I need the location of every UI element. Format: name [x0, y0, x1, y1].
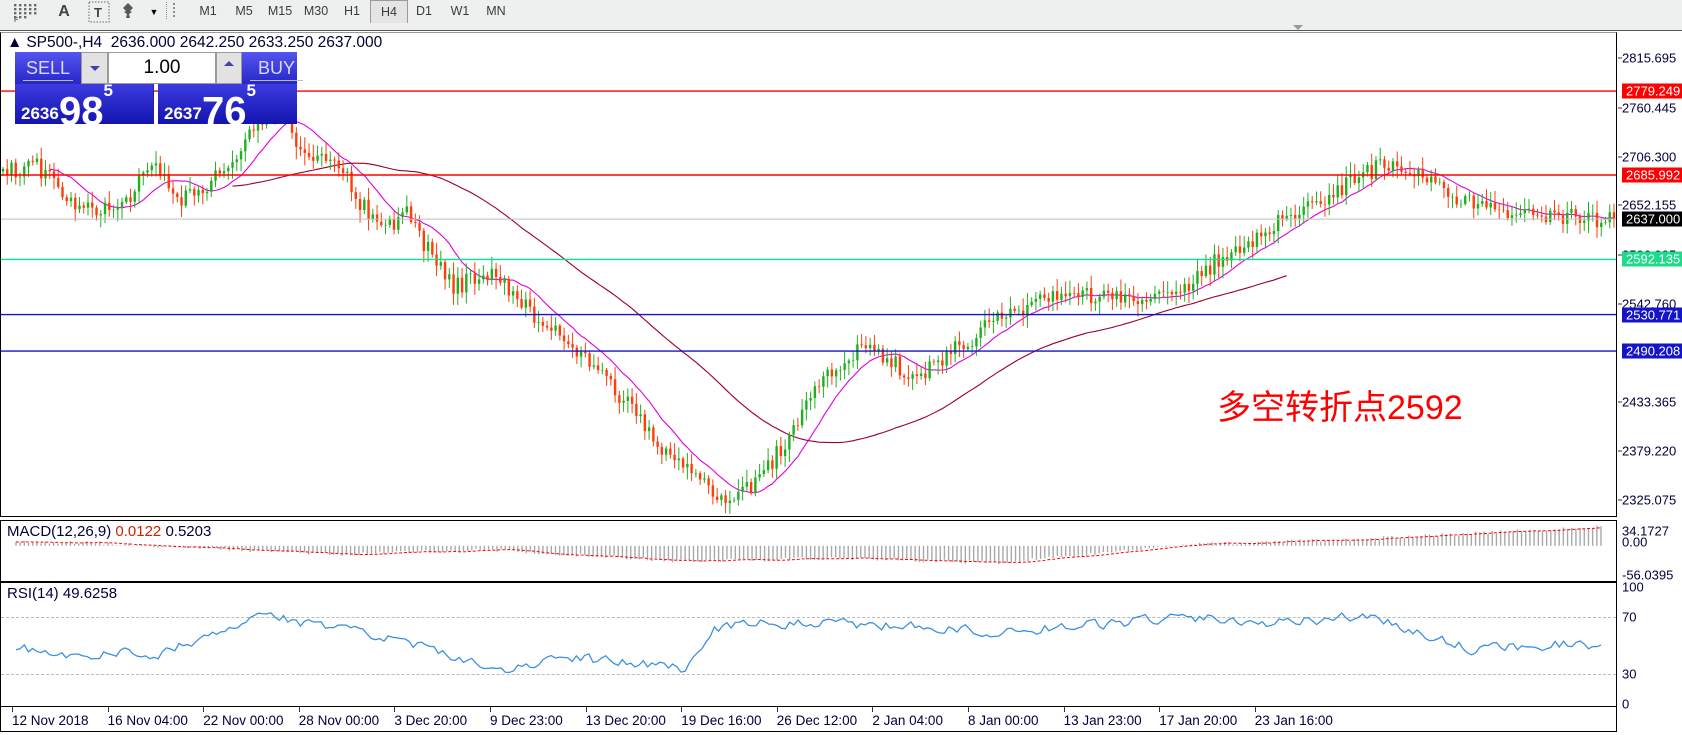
- svg-text:T: T: [94, 5, 102, 20]
